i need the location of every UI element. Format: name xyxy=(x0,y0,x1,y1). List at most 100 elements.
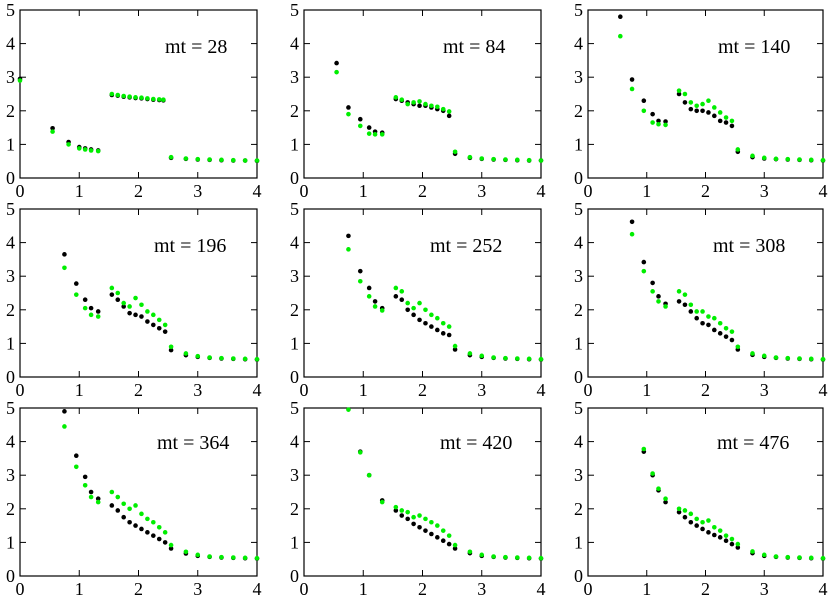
green-data-point xyxy=(334,69,339,75)
green-data-point xyxy=(73,292,79,297)
green-data-point xyxy=(650,289,655,294)
x-tick-label: 3 xyxy=(193,380,202,400)
green-data-point xyxy=(95,148,101,154)
green-data-point xyxy=(82,147,88,152)
y-tick-label: 1 xyxy=(290,333,299,353)
y-tick-label: 2 xyxy=(290,499,299,519)
green-data-point xyxy=(467,154,473,160)
green-data-point xyxy=(115,494,121,500)
green-data-point xyxy=(17,78,23,83)
y-tick-label: 5 xyxy=(574,398,583,418)
panel-8: mt = 476 0 1 2 3 4 0 1 2 3 4 5 xyxy=(574,398,828,599)
y-tick-label: 2 xyxy=(6,499,15,519)
green-data-point xyxy=(446,324,452,329)
black-data-point xyxy=(372,299,378,304)
green-data-point xyxy=(139,511,144,517)
y-tick-label: 0 xyxy=(290,566,299,586)
green-data-point xyxy=(717,320,723,326)
green-data-point xyxy=(133,95,138,100)
black-data-point xyxy=(729,123,735,129)
green-data-point xyxy=(750,351,755,356)
green-data-point xyxy=(127,506,132,512)
black-data-point xyxy=(717,331,723,336)
panel-7-points xyxy=(346,407,544,561)
black-data-point xyxy=(151,322,156,328)
green-data-point xyxy=(729,118,735,124)
green-data-point xyxy=(656,486,661,491)
green-data-point xyxy=(820,555,826,561)
x-tick-label: 1 xyxy=(75,380,84,400)
panel-3: mt = 196 0 1 2 3 4 0 1 2 3 4 5 xyxy=(6,199,262,400)
black-data-point xyxy=(115,297,121,303)
black-data-point xyxy=(735,545,741,550)
green-data-point xyxy=(133,503,138,508)
panel-4-ticks: 0 1 2 3 4 0 1 2 3 4 5 xyxy=(290,199,546,400)
black-data-point xyxy=(95,496,101,502)
y-tick-label: 1 xyxy=(6,333,15,353)
y-tick-label: 1 xyxy=(290,134,299,154)
green-data-point xyxy=(618,33,623,39)
black-data-point xyxy=(156,325,162,331)
green-data-point xyxy=(808,356,814,362)
black-data-point xyxy=(641,98,647,104)
green-data-point xyxy=(121,501,126,507)
panel-6-points xyxy=(62,409,260,561)
black-data-point xyxy=(109,503,115,508)
green-data-point xyxy=(73,464,79,470)
green-data-point xyxy=(366,294,372,299)
green-data-point xyxy=(688,100,694,105)
panel-7-ticks: 0 1 2 3 4 0 1 2 3 4 5 xyxy=(290,398,546,599)
green-data-point xyxy=(429,519,434,525)
green-data-point xyxy=(145,516,150,522)
y-tick-label: 2 xyxy=(6,300,15,320)
panel-8-ticks: 0 1 2 3 4 0 1 2 3 4 5 xyxy=(574,398,828,599)
x-tick-label: 2 xyxy=(134,380,143,400)
x-tick-label: 0 xyxy=(300,380,309,400)
black-data-point xyxy=(676,509,682,515)
black-data-point xyxy=(139,526,144,532)
green-data-point xyxy=(393,285,399,291)
x-tick-label: 4 xyxy=(819,579,828,599)
green-data-point xyxy=(207,554,212,559)
green-data-point xyxy=(503,157,508,162)
y-tick-label: 0 xyxy=(290,367,299,387)
green-data-point xyxy=(676,88,682,93)
green-data-point xyxy=(761,353,767,359)
black-data-point xyxy=(446,332,452,338)
black-data-point xyxy=(399,513,405,518)
black-data-point xyxy=(694,523,699,528)
green-data-point xyxy=(723,115,729,120)
x-tick-label: 0 xyxy=(16,579,25,599)
green-data-point xyxy=(717,110,723,115)
green-data-point xyxy=(773,554,779,559)
green-data-point xyxy=(656,299,661,304)
black-data-point xyxy=(676,299,682,304)
black-data-point xyxy=(706,530,711,535)
black-data-point xyxy=(162,329,168,334)
green-data-point xyxy=(357,123,363,129)
green-data-point xyxy=(88,312,94,318)
panel-3-title: mt = 196 xyxy=(154,235,226,257)
y-tick-label: 4 xyxy=(6,432,15,452)
x-tick-label: 2 xyxy=(701,579,710,599)
black-data-point xyxy=(446,541,452,547)
green-data-point xyxy=(479,156,485,161)
y-tick-label: 2 xyxy=(6,101,15,121)
green-data-point xyxy=(145,309,150,314)
green-data-point xyxy=(115,92,121,98)
black-data-point xyxy=(162,540,168,545)
black-data-point xyxy=(151,533,156,538)
green-data-point xyxy=(417,300,422,306)
green-data-point xyxy=(195,353,201,359)
green-data-point xyxy=(156,524,162,530)
y-tick-label: 5 xyxy=(290,199,299,219)
black-data-point xyxy=(641,259,647,265)
x-tick-label: 0 xyxy=(584,380,593,400)
panel-2-title: mt = 140 xyxy=(718,36,790,58)
green-data-point xyxy=(526,157,532,163)
y-tick-label: 1 xyxy=(574,134,583,154)
green-data-point xyxy=(168,542,174,548)
green-data-point xyxy=(231,555,236,560)
green-data-point xyxy=(491,156,496,162)
green-data-point xyxy=(785,355,791,361)
